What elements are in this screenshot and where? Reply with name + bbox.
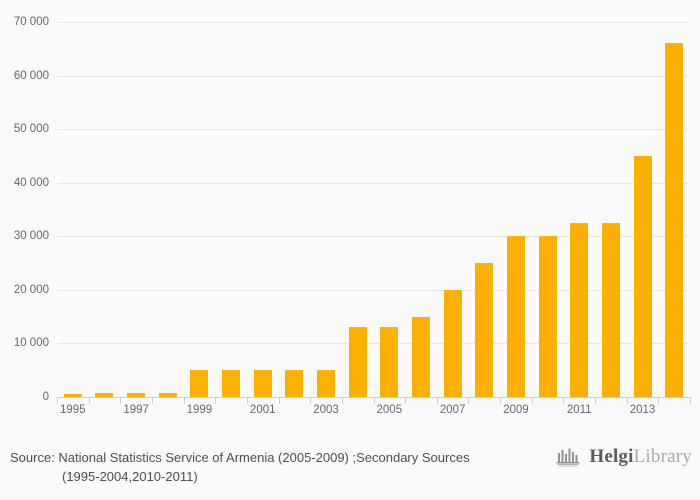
source-note: Source: National Statistics Service of A… [10,448,530,486]
bar[interactable] [506,236,525,397]
bar[interactable] [222,370,241,397]
x-axis-tick-label: 2013 [629,404,656,416]
chart-footer: Source: National Statistics Service of A… [0,430,700,500]
x-axis-tick [468,397,470,404]
bar[interactable] [190,370,209,397]
bar[interactable] [633,155,652,397]
x-axis-tick [373,397,375,404]
gridline [57,343,690,345]
x-axis-tick [500,397,502,404]
x-axis-tick-label: 2009 [503,404,529,416]
bar[interactable] [285,370,304,397]
x-axis-tick [341,397,343,404]
bars-container [57,22,690,397]
x-axis-tick [310,397,312,404]
bar[interactable] [475,263,494,397]
source-line-1: Source: National Statistics Service of A… [10,450,470,465]
x-axis-tick [215,397,217,404]
x-axis-tick [183,397,185,404]
bar[interactable] [158,392,177,397]
plot-area [57,22,690,398]
bar-chart-logo-icon [556,448,580,467]
y-axis-tick-label: 70 000 [13,16,49,28]
brand-name-primary: Helgi [589,446,634,467]
x-axis-tick-label: 2005 [376,404,403,416]
y-axis-tick-label: 50 000 [13,123,49,136]
bar[interactable] [443,289,462,397]
y-axis-tick-label: 20 000 [13,283,49,296]
brand-name-secondary: Library [633,446,692,467]
gridline [57,129,690,131]
y-axis-tick-label: 60 000 [13,69,49,82]
brand-text: HelgiLibrary [589,446,692,468]
bar[interactable] [538,236,557,397]
bar[interactable] [95,393,114,397]
y-axis-tick-label: 0 [42,391,49,403]
bar[interactable] [253,370,272,397]
x-axis-tick [626,397,628,404]
x-axis-tick-label: 2007 [439,404,466,416]
x-axis-tick-label: 2011 [566,404,592,416]
bar[interactable] [411,316,430,397]
x-axis-tick [658,397,660,404]
x-axis-tick [436,397,438,404]
x-axis-tick [405,397,407,404]
y-axis-tick-label: 30 000 [13,230,49,243]
x-axis-tick [120,397,122,404]
bar[interactable] [601,222,620,397]
x-axis-tick [595,397,597,404]
bar[interactable] [348,327,367,397]
x-axis-tick [690,397,691,404]
x-axis-tick-label: 1997 [123,404,149,416]
x-axis-tick-label: 1999 [186,404,213,416]
gridline [57,182,690,184]
brand-logo[interactable]: HelgiLibrary [556,446,692,468]
source-line-2: (1995-2004,2010-2011) [62,469,198,484]
x-axis-tick [57,397,58,404]
x-axis-tick-label: 1995 [60,404,86,416]
x-axis-tick [151,397,153,404]
gridline [57,22,690,23]
bar[interactable] [63,393,82,397]
y-axis-tick-label: 10 000 [13,337,49,350]
x-axis-tick-label: 2001 [249,404,276,416]
x-axis-tick-label: 2003 [313,404,339,416]
y-axis-tick-label: 40 000 [13,176,49,189]
gridline [57,236,690,238]
gridline [57,75,690,77]
bar[interactable] [380,327,399,397]
x-axis-tick [278,397,280,404]
bar[interactable] [127,392,146,397]
x-axis-tick [531,397,533,404]
bar[interactable] [317,370,336,397]
x-axis-tick [563,397,565,404]
bar[interactable] [570,222,589,397]
x-axis-tick [88,397,90,404]
gridline [57,289,690,291]
x-axis-tick [246,397,248,404]
bar[interactable] [665,43,684,397]
